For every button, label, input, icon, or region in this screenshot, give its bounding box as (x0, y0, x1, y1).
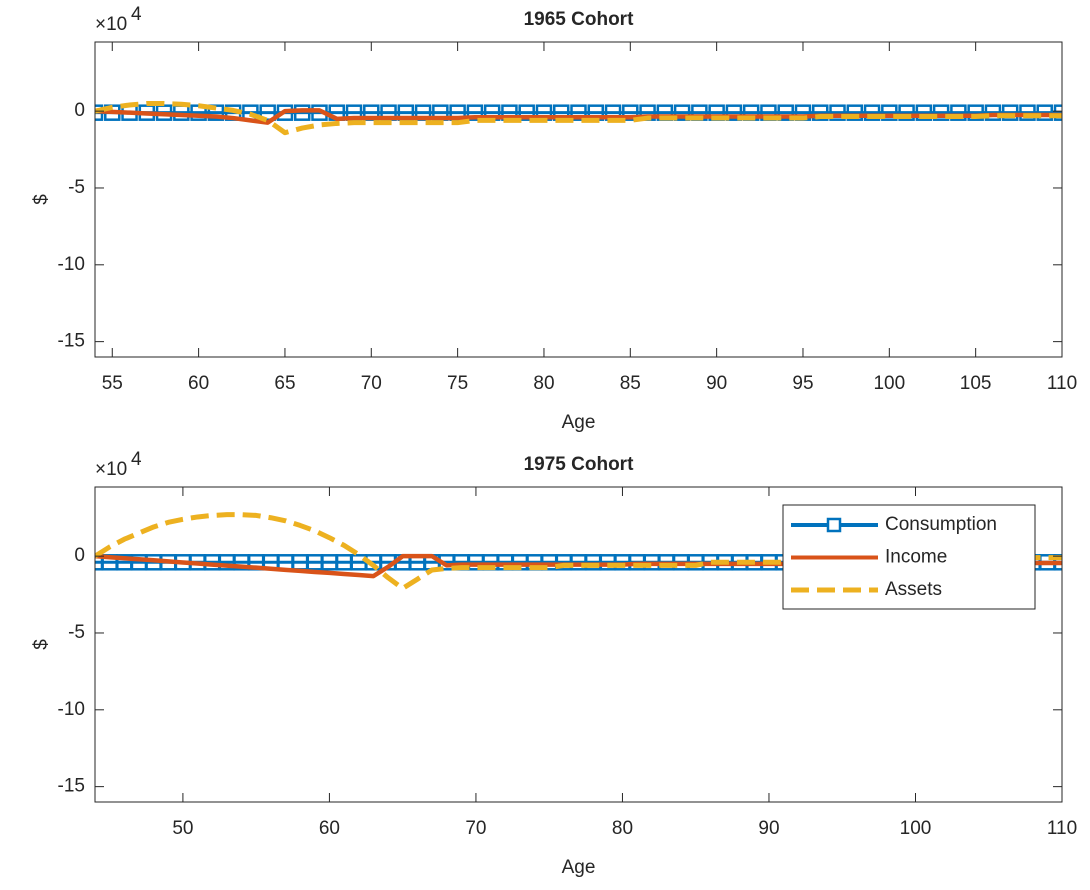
y-axis-label: $ (31, 639, 52, 650)
series-marker (1053, 104, 1062, 121)
series-marker (673, 104, 691, 121)
series-marker (967, 104, 984, 121)
series-marker (777, 104, 794, 121)
x-tick-label: 100 (873, 373, 905, 394)
series-marker (950, 104, 967, 121)
axes-background (95, 42, 1062, 357)
series-marker (1019, 104, 1036, 121)
series-marker (984, 104, 1002, 121)
x-tick-label: 70 (465, 818, 486, 839)
legend-label: Income (885, 547, 947, 568)
x-axis-label: Age (562, 857, 596, 878)
y-tick-label: -5 (68, 177, 85, 198)
x-tick-label: 90 (706, 373, 727, 394)
y-tick-label: 0 (74, 545, 85, 566)
plot-area (95, 100, 1062, 136)
x-tick-label: 100 (900, 818, 932, 839)
x-tick-label: 70 (361, 373, 382, 394)
series-marker (1001, 104, 1019, 121)
chart-title: 1975 Cohort (524, 454, 634, 475)
legend-label: Consumption (885, 514, 997, 535)
y-tick-label: -15 (58, 776, 85, 797)
x-tick-label: 85 (620, 373, 641, 394)
series-marker (466, 104, 484, 121)
axes-box (94, 41, 1063, 358)
series-marker (898, 104, 915, 121)
y-multiplier-exponent: 4 (131, 4, 142, 25)
series-marker (622, 104, 639, 121)
legend: Consumption Income Assets (782, 504, 1036, 610)
y-multiplier-exponent: 4 (131, 449, 142, 470)
y-tick-label: -5 (68, 622, 85, 643)
y-axis-label: $ (31, 194, 52, 205)
subplot: 50 60 70 80 90 100 110 -15 -10 -5 0 1975 Cohort Age $… (31, 449, 1077, 878)
y-tick-label: -10 (58, 699, 85, 720)
x-tick-label: 60 (188, 373, 209, 394)
x-tick-label: 80 (533, 373, 554, 394)
x-axis-label: Age (562, 412, 596, 433)
x-tick-label: 65 (274, 373, 295, 394)
y-tick-label: 0 (74, 100, 85, 121)
x-tick-label: 80 (612, 818, 633, 839)
series-line (95, 100, 1062, 136)
y-tick-label: -15 (58, 331, 85, 352)
series-marker (812, 104, 829, 121)
subplot: 55 60 65 70 75 80 85 90 95 100 105 110 -15 -10 -5 0 1965… (31, 4, 1077, 433)
chart-title: 1965 Cohort (524, 9, 634, 30)
series-marker (829, 104, 846, 121)
series-marker (259, 104, 276, 121)
x-tick-label: 50 (172, 818, 193, 839)
series-marker (915, 104, 933, 121)
x-tick-label: 95 (792, 373, 813, 394)
x-tick-label: 55 (102, 373, 123, 394)
x-tick-label: 75 (447, 373, 468, 394)
series-marker (846, 104, 864, 121)
x-tick-label: 105 (960, 373, 992, 394)
series-marker (518, 104, 535, 121)
axes-box (94, 486, 1063, 803)
x-tick-label: 110 (1047, 373, 1077, 394)
x-tick-label: 110 (1047, 818, 1077, 839)
y-multiplier-base: ×10 (95, 14, 127, 35)
series-marker (1036, 104, 1053, 121)
x-tick-label: 90 (758, 818, 779, 839)
x-tick-label: 60 (319, 818, 340, 839)
y-multiplier-base: ×10 (95, 459, 127, 480)
y-tick-label: -10 (58, 254, 85, 275)
legend-label: Assets (885, 579, 942, 600)
series-marker (881, 104, 898, 121)
series-marker (932, 104, 950, 121)
series-marker (725, 104, 743, 121)
series-marker (863, 104, 881, 121)
series-marker (570, 104, 587, 121)
legend-marker (826, 517, 842, 533)
